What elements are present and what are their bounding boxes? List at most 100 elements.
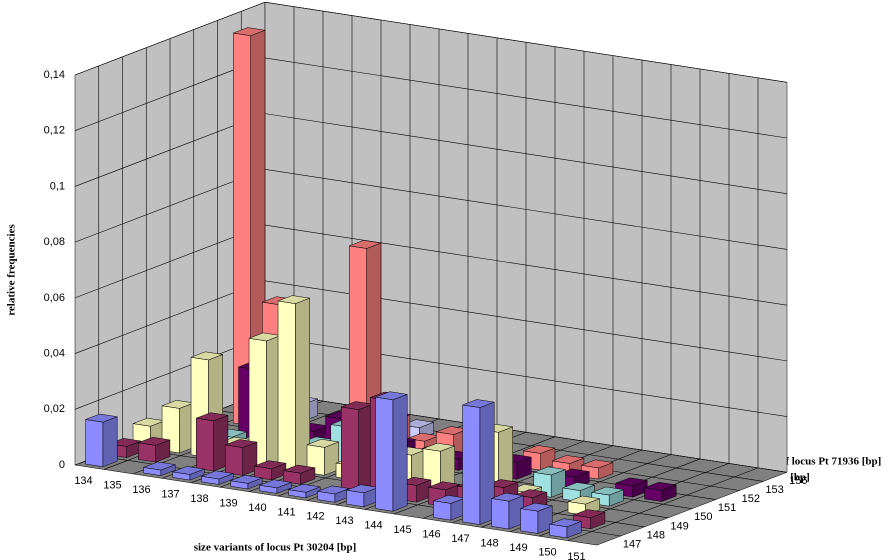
bar-top: [572, 509, 606, 518]
bar: [137, 436, 171, 463]
bar-top: [461, 399, 496, 408]
bar-front: [138, 442, 156, 463]
x-tick-label: 136: [132, 484, 150, 496]
legend-label: 147: [623, 538, 641, 550]
y-axis-title: relative frequencies: [6, 224, 18, 316]
bar-top: [84, 413, 119, 423]
bar-top: [532, 466, 567, 476]
x-tick-label: 143: [335, 515, 353, 527]
x-tick-label: 151: [567, 551, 585, 560]
bar: [258, 479, 293, 494]
bar: [248, 332, 282, 467]
z-axis-title-unit: [bp]: [790, 472, 810, 484]
bar: [643, 482, 678, 502]
bar-front: [85, 419, 104, 468]
bar-top: [258, 479, 293, 489]
x-tick-label: 145: [393, 524, 411, 536]
bar-front: [277, 300, 296, 472]
x-tick-label: 134: [74, 475, 92, 487]
bar: [84, 413, 119, 468]
legend-label: 153: [765, 484, 783, 496]
bar-top: [200, 470, 235, 480]
x-tick-label: 137: [161, 488, 179, 500]
bar-front: [375, 396, 394, 512]
legend-label: 156: [789, 475, 807, 487]
bar-top: [287, 483, 322, 493]
bar-top: [232, 27, 266, 36]
x-tick-label: 140: [248, 502, 266, 514]
bar-top: [229, 475, 264, 484]
bar-front: [520, 508, 539, 534]
bar: [232, 27, 266, 427]
bar-top: [548, 518, 583, 528]
bar: [200, 470, 235, 485]
bar-front: [196, 417, 214, 472]
x-tick-label: 146: [422, 529, 440, 541]
bar-top: [427, 481, 461, 491]
bar: [282, 464, 316, 485]
bar-front: [462, 404, 481, 525]
bar-side: [102, 416, 118, 468]
legend-label: 150: [694, 511, 712, 523]
y-tick-label: 0,04: [44, 347, 65, 359]
bar-top: [490, 492, 525, 502]
bar-top: [142, 461, 177, 471]
bar-top: [422, 442, 456, 452]
x-tick-label: 148: [480, 537, 498, 549]
y-tick-label: 0,14: [44, 69, 65, 81]
grid-line: [74, 1, 788, 83]
bar-top: [567, 495, 601, 505]
bar-top: [171, 466, 206, 475]
bar: [171, 466, 206, 481]
bar-top: [224, 439, 258, 448]
y-tick-label: 0,08: [44, 236, 65, 248]
x-tick-label: 150: [538, 546, 556, 558]
legend-label: 152: [742, 493, 760, 505]
x-tick-label: 149: [509, 542, 527, 554]
bar: [432, 495, 467, 521]
bar-top: [561, 482, 596, 491]
x-tick-label: 138: [190, 493, 208, 505]
bar-top: [190, 351, 224, 361]
x-tick-label: 147: [451, 533, 469, 545]
bar-top: [522, 445, 556, 454]
bar: [490, 492, 525, 530]
y-tick-label: 0,06: [44, 292, 65, 304]
legend-label: 148: [647, 529, 665, 541]
bar: [348, 240, 382, 444]
bar-front: [433, 500, 452, 521]
bar-top: [580, 459, 614, 469]
bar-top: [253, 460, 287, 470]
bar: [142, 461, 177, 477]
bar-top: [277, 295, 311, 304]
x-tick-label: 139: [219, 497, 237, 509]
x-axis-title: size variants of locus Pt 30204 [bp]: [194, 542, 357, 554]
bar-top: [137, 436, 171, 446]
bar: [374, 391, 409, 512]
bar-top: [348, 240, 382, 249]
bar: [340, 401, 374, 494]
bar-top: [316, 485, 351, 495]
bar: [229, 475, 264, 490]
bar-top: [614, 477, 649, 487]
bar-front: [341, 406, 359, 494]
y-tick-label: 0,02: [44, 403, 65, 415]
bar: [316, 485, 351, 503]
bar-top: [643, 482, 678, 491]
bar: [195, 412, 229, 472]
bar-front: [225, 444, 243, 476]
x-tick-label: 142: [306, 511, 324, 523]
legend-label: 149: [670, 520, 688, 532]
bar-top: [282, 464, 316, 474]
y-tick-label: 0: [59, 459, 65, 471]
bar-side: [392, 393, 408, 512]
bar: [224, 439, 258, 476]
bar: [461, 399, 496, 525]
bar: [253, 460, 287, 481]
bar-top: [519, 502, 554, 512]
bar-top: [590, 486, 625, 496]
legend-label: 151: [718, 502, 736, 514]
bar: [519, 502, 554, 534]
bar: [277, 295, 311, 472]
